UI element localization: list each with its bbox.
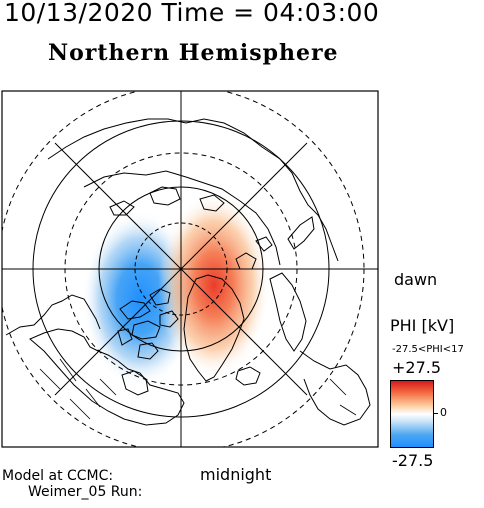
hemisphere-title: Northern Hemisphere — [48, 40, 339, 66]
map-frame — [1, 90, 379, 448]
colorbar-min-label: -27.5 — [392, 451, 434, 470]
coastline-hudson-bay — [121, 370, 149, 396]
coastline-siberia-islands — [109, 186, 225, 216]
colorbar — [390, 380, 434, 448]
coastline-iceland — [235, 366, 261, 386]
coastline-europe — [299, 350, 371, 426]
coastline-novaya-zemlya — [287, 216, 315, 250]
meridians — [2, 91, 378, 447]
polar-potential-map — [1, 90, 379, 448]
coastlines — [5, 118, 371, 426]
date-time-title: 10/13/2020 Time = 04:03:00 — [4, 0, 380, 27]
colorbar-zero-label: 0 — [440, 406, 447, 419]
border-lines — [39, 358, 357, 420]
colorbar-zero-tick — [434, 413, 438, 414]
colorbar-max-label: +27.5 — [392, 358, 442, 377]
positive-potential-cell — [158, 193, 270, 377]
meridian-diagonal-2 — [54, 142, 308, 396]
coastline-north-america — [29, 328, 185, 426]
coastline-eurasia-inner — [83, 170, 281, 266]
coastline-greenland — [183, 274, 245, 382]
midnight-label: midnight — [200, 465, 272, 484]
coastline-scandinavia — [269, 272, 307, 352]
colorbar-title: PHI [kV] — [390, 316, 455, 335]
coastline-eurasia-north — [47, 118, 339, 262]
colorbar-range-label: -27.5<PHI<17 — [392, 344, 464, 355]
model-label: Model at CCMC: — [2, 468, 114, 484]
borders — [39, 358, 357, 420]
potential-cells — [82, 193, 270, 387]
coastline-svalbard — [235, 236, 273, 270]
coastline-alaska — [5, 294, 101, 336]
dawn-label: dawn — [394, 270, 438, 289]
run-label: Weimer_05 Run: — [28, 484, 143, 500]
coastline-arctic-archipelago — [117, 288, 179, 360]
